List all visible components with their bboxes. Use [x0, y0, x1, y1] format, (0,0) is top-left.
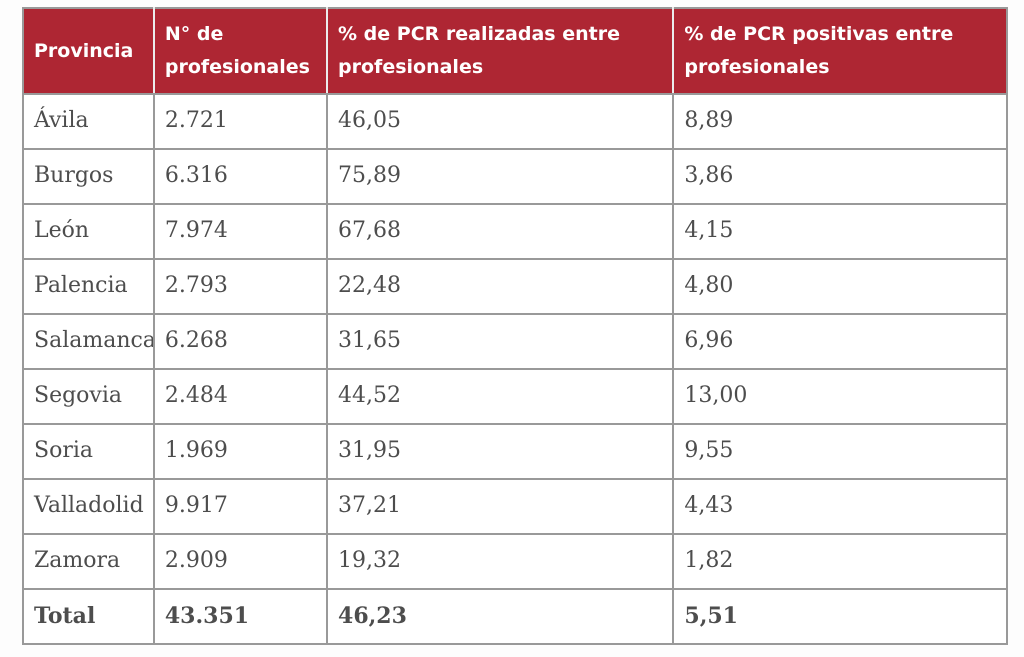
cell-province: Segovia: [22, 368, 155, 425]
column-header-pcr-realizadas: % de PCR realizadas entre profesionales: [326, 7, 675, 95]
table-body: Ávila 2.721 46,05 8,89 Burgos 6.316 75,8…: [22, 93, 1008, 645]
cell-pcr-realizadas: 31,65: [326, 313, 675, 370]
cell-pcr-realizadas: 19,32: [326, 533, 675, 590]
cell-province: Ávila: [22, 93, 155, 150]
cell-province: Zamora: [22, 533, 155, 590]
cell-pcr-positivas: 4,43: [672, 478, 1008, 535]
cell-professionals: 2.793: [152, 258, 329, 315]
header-row: Provincia N° de profesionales % de PCR r…: [22, 7, 1008, 95]
cell-pcr-positivas: 4,80: [672, 258, 1008, 315]
cell-pcr-positivas: 1,82: [672, 533, 1008, 590]
cell-pcr-realizadas: 31,95: [326, 423, 675, 480]
cell-pcr-realizadas: 75,89: [326, 148, 675, 205]
cell-total-professionals: 43.351: [152, 588, 329, 645]
cell-professionals: 6.268: [152, 313, 329, 370]
table-row-burgos: Burgos 6.316 75,89 3,86: [22, 148, 1008, 205]
pcr-professionals-table-container: Provincia N° de profesionales % de PCR r…: [22, 7, 1008, 645]
table-row-total: Total 43.351 46,23 5,51: [22, 588, 1008, 645]
cell-professionals: 1.969: [152, 423, 329, 480]
cell-pcr-positivas: 6,96: [672, 313, 1008, 370]
cell-province: León: [22, 203, 155, 260]
cell-pcr-realizadas: 37,21: [326, 478, 675, 535]
cell-professionals: 2.484: [152, 368, 329, 425]
cell-professionals: 2.909: [152, 533, 329, 590]
table-row-valladolid: Valladolid 9.917 37,21 4,43: [22, 478, 1008, 535]
cell-professionals: 7.974: [152, 203, 329, 260]
column-header-provincia: Provincia: [22, 7, 155, 95]
cell-pcr-positivas: 9,55: [672, 423, 1008, 480]
cell-province: Valladolid: [22, 478, 155, 535]
cell-total-pcr-realizadas: 46,23: [326, 588, 675, 645]
table-row-salamanca: Salamanca 6.268 31,65 6,96: [22, 313, 1008, 370]
column-header-num-profesionales: N° de profesionales: [152, 7, 329, 95]
cell-pcr-realizadas: 67,68: [326, 203, 675, 260]
cell-pcr-positivas: 13,00: [672, 368, 1008, 425]
table-row-zamora: Zamora 2.909 19,32 1,82: [22, 533, 1008, 590]
table-row-avila: Ávila 2.721 46,05 8,89: [22, 93, 1008, 150]
cell-total-pcr-positivas: 5,51: [672, 588, 1008, 645]
cell-province: Palencia: [22, 258, 155, 315]
cell-pcr-realizadas: 46,05: [326, 93, 675, 150]
cell-province: Soria: [22, 423, 155, 480]
table-row-soria: Soria 1.969 31,95 9,55: [22, 423, 1008, 480]
cell-pcr-realizadas: 44,52: [326, 368, 675, 425]
cell-pcr-positivas: 8,89: [672, 93, 1008, 150]
table-row-palencia: Palencia 2.793 22,48 4,80: [22, 258, 1008, 315]
pcr-professionals-table: Provincia N° de profesionales % de PCR r…: [22, 7, 1008, 645]
column-header-pcr-positivas: % de PCR positivas entre profesionales: [672, 7, 1008, 95]
table-header: Provincia N° de profesionales % de PCR r…: [22, 7, 1008, 95]
cell-professionals: 9.917: [152, 478, 329, 535]
cell-professionals: 2.721: [152, 93, 329, 150]
cell-pcr-positivas: 4,15: [672, 203, 1008, 260]
cell-pcr-realizadas: 22,48: [326, 258, 675, 315]
table-row-leon: León 7.974 67,68 4,15: [22, 203, 1008, 260]
cell-professionals: 6.316: [152, 148, 329, 205]
cell-pcr-positivas: 3,86: [672, 148, 1008, 205]
cell-province: Salamanca: [22, 313, 155, 370]
table-row-segovia: Segovia 2.484 44,52 13,00: [22, 368, 1008, 425]
cell-province: Burgos: [22, 148, 155, 205]
cell-total-label: Total: [22, 588, 155, 645]
